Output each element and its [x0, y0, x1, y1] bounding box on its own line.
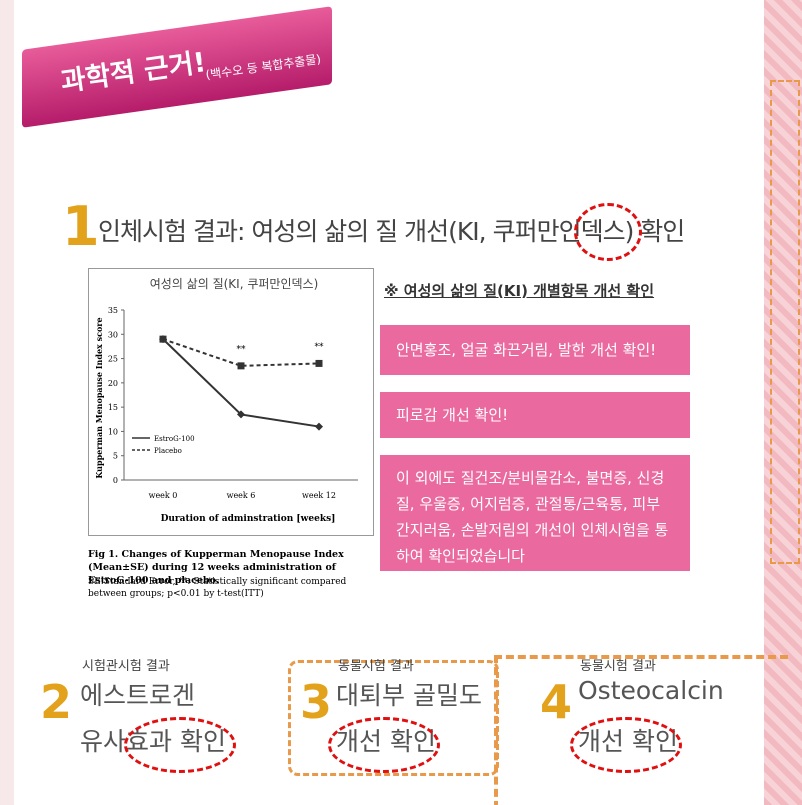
annotation: ** — [237, 345, 247, 355]
figure-note: SE:Standard Error, **: Statistically sig… — [88, 577, 347, 599]
marker — [315, 359, 323, 367]
dashed-frame — [770, 80, 800, 564]
highlight-ellipse — [570, 717, 682, 773]
result-kind: 동물시험 결과 — [338, 659, 414, 674]
result-text: 에스트로겐 — [80, 681, 196, 710]
result-kind: 동물시험 결과 — [580, 659, 656, 674]
legend-label: Placebo — [154, 447, 182, 455]
dashed-frame — [494, 655, 788, 805]
info-heading: ※ 여성의 삶의 질(KI) 개별항목 개선 확인 — [384, 282, 655, 300]
y-tick-label: 30 — [108, 330, 118, 339]
y-tick-label: 0 — [113, 476, 118, 485]
annotation: ** — [315, 342, 325, 352]
x-tick-label: week 6 — [227, 491, 256, 500]
y-axis-label: Kupperman Menopause Index score — [94, 317, 104, 478]
result-text: 대퇴부 골밀도 — [336, 681, 482, 710]
highlight-ellipse — [124, 717, 236, 773]
legend-label: EstroG-100 — [154, 435, 195, 443]
result-number: 4 — [540, 675, 573, 729]
marker — [315, 422, 323, 431]
x-tick-label: week 12 — [302, 491, 336, 500]
highlight-ellipse — [328, 717, 440, 773]
chart-frame — [88, 268, 374, 536]
y-tick-label: 20 — [108, 379, 118, 388]
section-number: 1 — [62, 195, 100, 258]
y-tick-label: 35 — [108, 306, 118, 315]
info-box: 피로감 개선 확인! — [380, 392, 690, 438]
figure-caption: Fig 1. Changes of Kupperman Menopause In… — [88, 549, 344, 586]
y-tick-label: 25 — [108, 355, 118, 364]
y-tick-label: 15 — [108, 403, 118, 412]
chart-title: 여성의 삶의 질(KI, 쿠퍼만인덱스) — [150, 277, 319, 291]
marker — [159, 335, 167, 343]
x-axis-label: Duration of adminstration [weeks] — [161, 514, 336, 524]
x-tick-label: week 0 — [149, 491, 178, 500]
marker — [237, 362, 245, 370]
highlight-ellipse — [574, 203, 642, 261]
result-kind: 시험관시험 결과 — [82, 659, 170, 674]
result-number: 2 — [40, 675, 73, 729]
info-box: 안면홍조, 얼굴 화끈거림, 발한 개선 확인! — [380, 325, 690, 375]
series-line — [162, 338, 320, 367]
result-text: Osteocalcin — [578, 676, 724, 705]
y-tick-label: 5 — [113, 452, 118, 461]
marker — [237, 410, 245, 419]
result-number: 3 — [300, 675, 333, 729]
info-box: 이 외에도 질건조/분비물감소, 불면증, 신경질, 우울증, 어지럼증, 관절… — [380, 455, 690, 571]
y-tick-label: 10 — [108, 427, 118, 436]
chart: 여성의 삶의 질(KI, 쿠퍼만인덱스) Kupperman Menopause… — [88, 268, 374, 536]
